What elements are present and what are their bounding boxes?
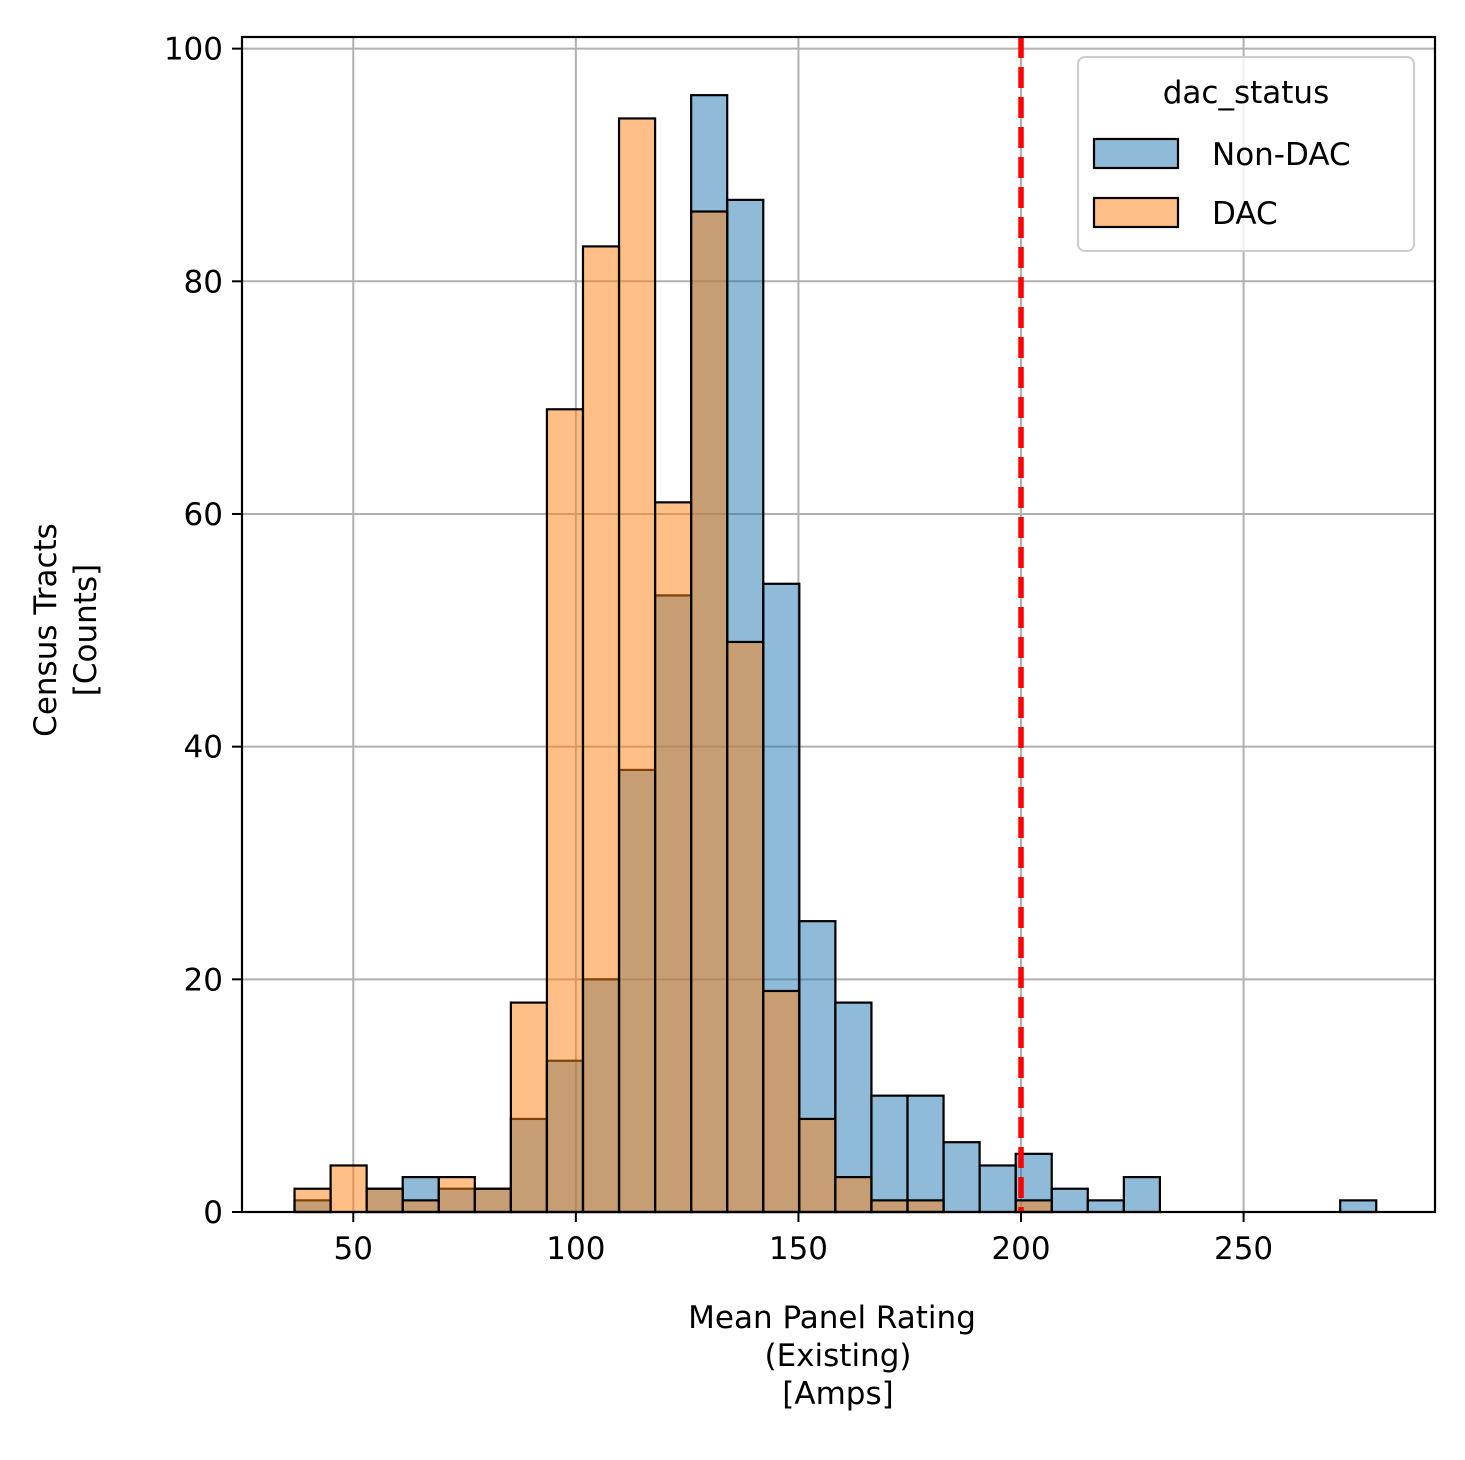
bar-non-dac xyxy=(942,1141,981,1214)
legend: dac_status Non-DAC DAC xyxy=(1077,56,1415,252)
bar-dac xyxy=(690,210,729,1214)
bar-dac xyxy=(762,989,801,1214)
bar-non-dac xyxy=(1050,1187,1089,1214)
y-axis-label-line-2: [Counts] xyxy=(68,564,104,696)
x-tick-label: 100 xyxy=(546,1231,605,1267)
bar-dac xyxy=(906,1199,945,1214)
bar-non-dac xyxy=(1122,1175,1161,1214)
y-tick-label: 60 xyxy=(184,497,223,533)
bar-non-dac xyxy=(906,1094,945,1214)
bar-non-dac xyxy=(1086,1199,1125,1214)
legend-swatch-non-dac xyxy=(1092,137,1180,170)
bar-dac xyxy=(329,1164,368,1214)
x-axis-label-line-3: [Amps] xyxy=(782,1376,893,1412)
bar-dac xyxy=(473,1187,512,1214)
bar-dac xyxy=(401,1199,440,1214)
x-tick-label: 150 xyxy=(769,1231,828,1267)
bar-dac xyxy=(726,640,765,1214)
bar-non-dac xyxy=(870,1094,909,1214)
bar-non-dac xyxy=(978,1164,1017,1214)
x-tick-label: 50 xyxy=(334,1231,373,1267)
legend-swatch-dac xyxy=(1092,196,1180,229)
y-tick-label: 0 xyxy=(203,1195,223,1231)
x-tick-label: 200 xyxy=(991,1231,1050,1267)
bar-dac xyxy=(545,408,585,1214)
y-axis-label-line-1: Census Tracts xyxy=(28,523,64,737)
legend-label-dac: DAC xyxy=(1212,196,1278,232)
legend-title: dac_status xyxy=(1163,75,1329,111)
bar-non-dac xyxy=(1339,1199,1378,1214)
plot-frame xyxy=(240,35,1437,1214)
y-tick-label: 40 xyxy=(184,730,223,766)
y-tick-label: 80 xyxy=(184,264,223,300)
bar-dac xyxy=(834,1175,873,1214)
bar-dac xyxy=(653,501,693,1214)
bar-dac xyxy=(509,1001,549,1214)
ticks: 50 100 150 200 250 0 20 40 60 80 100 xyxy=(164,32,1273,1267)
bar-dac xyxy=(293,1187,332,1214)
y-tick-label: 20 xyxy=(184,962,223,998)
x-axis-label-line-2: (Existing) xyxy=(765,1338,912,1374)
legend-label-non-dac: Non-DAC xyxy=(1212,137,1351,173)
x-axis-label-line-1: Mean Panel Rating xyxy=(688,1300,976,1336)
bar-dac xyxy=(798,1117,837,1214)
bar-dac xyxy=(617,117,657,1214)
y-tick-label: 100 xyxy=(164,32,223,68)
x-tick-label: 250 xyxy=(1214,1231,1273,1267)
bar-dac xyxy=(437,1175,476,1214)
bar-dac xyxy=(365,1187,404,1214)
bars xyxy=(293,94,1378,1214)
bar-dac xyxy=(870,1199,909,1214)
bar-dac xyxy=(581,245,621,1214)
